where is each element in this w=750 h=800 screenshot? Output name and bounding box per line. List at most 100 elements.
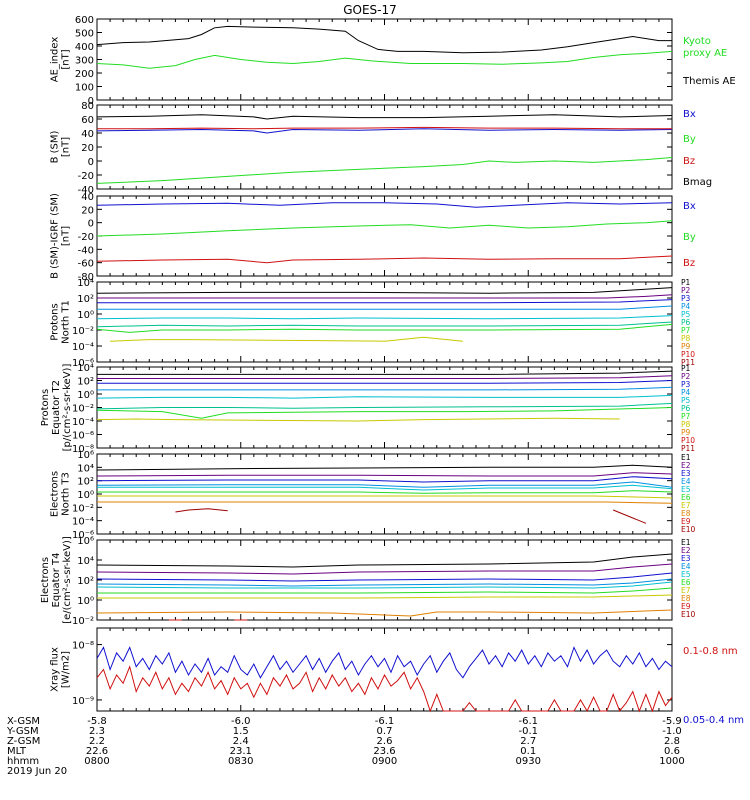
series-line: [96, 315, 673, 320]
series-line: [97, 484, 673, 491]
axis-row-value: 0830: [228, 756, 253, 767]
y-tick-label: 40: [81, 192, 94, 203]
legend-label: E9: [681, 602, 691, 611]
series-line: [97, 126, 672, 130]
series-line: [97, 490, 673, 494]
y-axis-label: [p/(cm²-s-sr-keV)]: [62, 364, 73, 452]
y-axis-label: Xray flux: [50, 647, 61, 692]
legend-label: P5: [681, 310, 691, 319]
legend-label: E5: [681, 485, 691, 494]
y-axis-label: Protons: [40, 389, 51, 426]
legend-label: P7: [681, 412, 691, 421]
legend-label: P3: [681, 380, 691, 389]
series-line: [96, 321, 673, 328]
y-axis-label: [W/m2]: [61, 651, 72, 688]
legend-label: E9: [681, 517, 691, 526]
y-tick-label: 10⁰: [77, 596, 94, 607]
axis-row-label: MLT: [7, 746, 27, 757]
series-line: [96, 609, 673, 617]
legend-label: P10: [681, 350, 695, 359]
y-axis-label: Electrons: [40, 557, 51, 603]
y-tick-label: 10⁻²: [72, 404, 94, 415]
series-line: [96, 128, 673, 134]
legend-label: P10: [681, 436, 695, 445]
series-line: [97, 380, 673, 384]
y-tick-label: 10⁴: [77, 278, 94, 289]
y-axis-label: Protons: [50, 303, 61, 340]
legend-label: P11: [681, 358, 695, 367]
axis-row-value: 0800: [84, 756, 109, 767]
series-line: [97, 587, 673, 594]
legend-label: P8: [681, 420, 691, 429]
axis-row-value: 22.6: [86, 746, 108, 757]
series-line: [97, 370, 673, 375]
y-tick-label: 10⁻⁶: [72, 431, 94, 442]
axis-row-label: Y-GSM: [6, 726, 39, 737]
axis-row-value: -5.9: [662, 716, 682, 727]
legend-label: E2: [681, 461, 691, 470]
legend-label: Themis AE: [682, 76, 736, 87]
panel-frame: [96, 195, 673, 277]
y-tick-label: 10⁻⁸: [72, 641, 94, 652]
panel-xray: 10⁻⁹ 10⁻⁸ Xray flux [W/m2] 0.1-0.8 nm 0.05-0.…: [50, 627, 744, 726]
y-axis-label: B (SM): [50, 130, 61, 163]
series-line: [96, 220, 673, 237]
axis-row-value: -6.0: [231, 716, 251, 727]
panel-frame: [96, 281, 673, 363]
series-line: [96, 255, 673, 264]
y-tick-label: 10⁰: [77, 310, 94, 321]
legend-label: Bx: [683, 109, 696, 120]
y-tick-label: 80: [81, 101, 94, 112]
axis-row-value: 1000: [659, 756, 684, 767]
legend-label: E1: [681, 453, 691, 462]
series-line: [96, 464, 673, 471]
y-tick-label: 0: [88, 219, 94, 230]
legend-label: P9: [681, 428, 691, 437]
series-line: [97, 495, 673, 499]
panel-bigrf: -80 -60 -40 -20 0 20 40 B (SM)-IGRF (SM) [nT] Bx B…: [50, 192, 696, 283]
y-tick-label: -20: [78, 171, 94, 182]
series-line: [96, 481, 673, 488]
legend-label: P11: [681, 444, 695, 453]
legend-label: P2: [681, 372, 691, 381]
y-tick-label: 10⁴: [77, 556, 94, 567]
series-line: [96, 563, 673, 575]
y-tick-label: 100: [75, 83, 94, 94]
series-line: [96, 114, 673, 120]
y-tick-label: -40: [78, 185, 94, 196]
panel-frame: [96, 453, 673, 535]
y-axis-label: Equator T2: [51, 380, 62, 435]
axis-row-value: 0900: [372, 756, 397, 767]
legend-label: E6: [681, 578, 691, 587]
series-line: [96, 572, 673, 582]
y-tick-label: 10⁻⁴: [72, 342, 94, 353]
y-tick-label: 10⁻²: [72, 503, 94, 514]
legend-label: Bmag: [683, 177, 712, 188]
y-tick-label: 10⁶: [77, 450, 94, 461]
legend-label: P9: [681, 342, 691, 351]
panel-electrons_t3: 10⁻⁶ 10⁻⁴ 10⁻² 10⁰ 10² 10⁴ 10⁶ Electrons North T…: [50, 450, 696, 541]
y-tick-label: 10⁰: [77, 490, 94, 501]
y-axis-label: AE_index: [50, 37, 61, 83]
axis-row-value: -1.0: [662, 726, 682, 737]
legend-label: P2: [681, 286, 691, 295]
legend-label: proxy AE: [683, 48, 727, 59]
series-line: [96, 402, 673, 410]
axis-row-value: -5.8: [87, 716, 107, 727]
y-tick-label: 10⁻⁶: [72, 530, 94, 541]
series-line: [96, 476, 673, 483]
series-line: [97, 299, 673, 304]
y-tick-label: -40: [78, 245, 94, 256]
series-line: [96, 417, 620, 422]
panel-protons_t1: 10⁻⁶ 10⁻⁴ 10⁻² 10⁰ 10² 10⁴ Protons North T1 P1P2…: [50, 278, 696, 369]
legend-label: By: [683, 134, 696, 145]
y-tick-label: 10⁻⁸: [72, 444, 94, 455]
legend-label: E3: [681, 469, 691, 478]
y-axis-label: North T1: [61, 300, 72, 344]
series-line: [96, 665, 673, 713]
legend-label: P4: [681, 302, 691, 311]
legend-label: Bz: [683, 156, 695, 167]
axis-row-value: 2.3: [89, 726, 105, 737]
time-axis: X-GSM -5.8 -6.0 -6.1 -6.1 -5.9 Y-GSM 2.3 1.5 0.7 -…: [6, 716, 685, 777]
legend-label: E3: [681, 554, 691, 563]
